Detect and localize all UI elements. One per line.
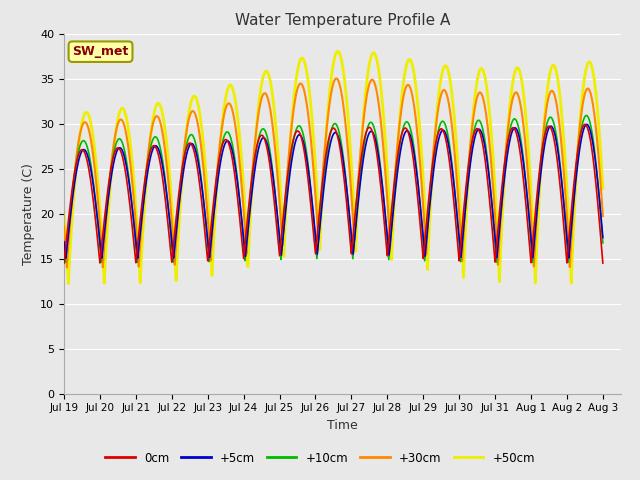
Title: Water Temperature Profile A: Water Temperature Profile A — [235, 13, 450, 28]
Legend: 0cm, +5cm, +10cm, +30cm, +50cm: 0cm, +5cm, +10cm, +30cm, +50cm — [100, 447, 540, 469]
Text: SW_met: SW_met — [72, 45, 129, 58]
Y-axis label: Temperature (C): Temperature (C) — [22, 163, 35, 264]
X-axis label: Time: Time — [327, 419, 358, 432]
